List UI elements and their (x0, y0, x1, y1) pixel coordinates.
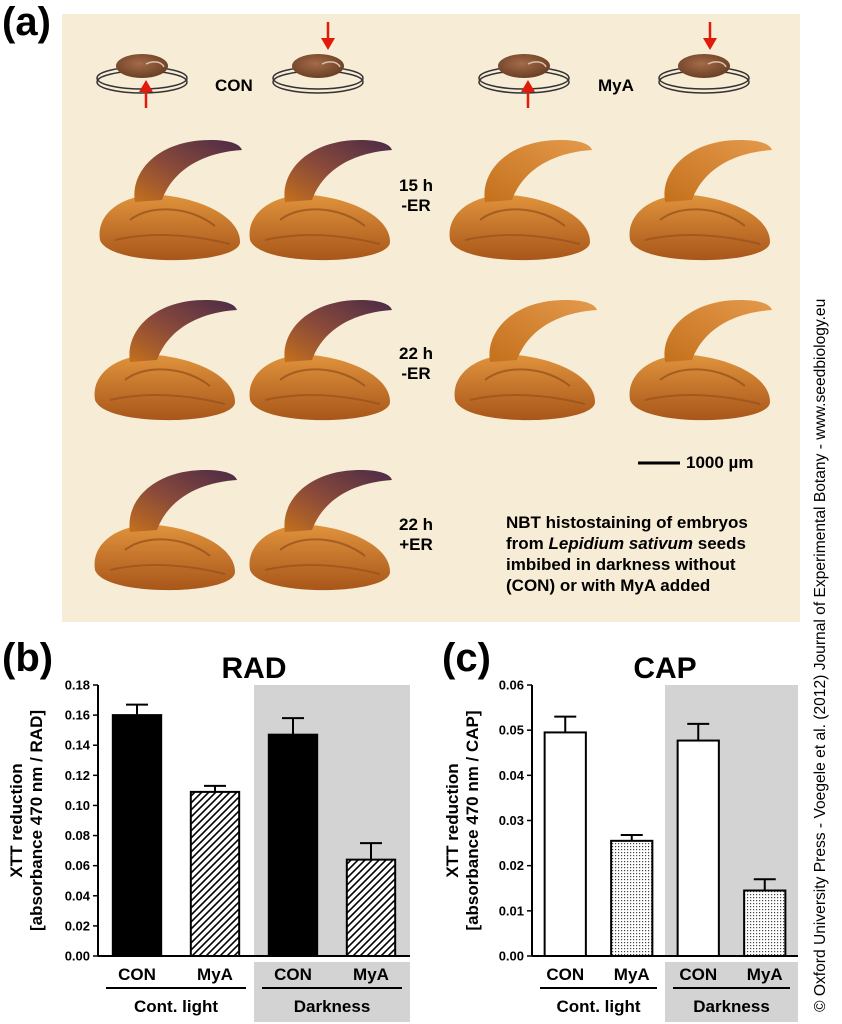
y-tick-label: 0.14 (65, 738, 91, 753)
bar (345, 858, 397, 957)
y-axis-label: XTT reduction[absorbance 470 nm / RAD] (7, 710, 46, 931)
embryo-mya (448, 139, 593, 262)
y-tick-label: 0.16 (65, 708, 90, 723)
treatment-label-con: CON (215, 76, 253, 95)
category-label: MyA (197, 965, 233, 984)
group-label: Cont. light (556, 997, 640, 1016)
y-tick-label: 0.08 (65, 828, 90, 843)
category-label: MyA (614, 965, 650, 984)
bar (610, 839, 654, 957)
red-arrow-up-icon (139, 80, 153, 108)
bar (743, 889, 787, 957)
y-tick-label: 0.03 (499, 813, 524, 828)
y-tick-label: 0.04 (499, 768, 525, 783)
category-label: MyA (353, 965, 389, 984)
bar (267, 733, 319, 957)
y-tick-label: 0.05 (499, 723, 524, 738)
red-arrow-down-icon (703, 22, 717, 50)
seed-dish-icon (272, 53, 364, 94)
embryo-con-stained (98, 139, 243, 262)
y-tick-label: 0.01 (499, 903, 524, 918)
embryo-con-stained (248, 469, 393, 592)
group-label: Cont. light (134, 997, 218, 1016)
embryo-con-stained (248, 299, 393, 422)
bar (543, 731, 587, 957)
category-label: CON (546, 965, 584, 984)
y-tick-label: 0.12 (65, 768, 90, 783)
embryo-con-stained (248, 139, 393, 262)
y-tick-label: 0.02 (65, 918, 90, 933)
darkness-shade-label-area (665, 962, 798, 1022)
category-label: CON (118, 965, 156, 984)
row-label-15h: 15 h -ER (398, 176, 434, 215)
y-tick-label: 0.00 (65, 949, 90, 964)
row-label-22h-minus-er: 22 h -ER (398, 344, 434, 383)
embryo-con-stained (93, 469, 238, 592)
scale-bar-label: 1000 µm (686, 453, 754, 472)
bar (111, 714, 163, 957)
y-tick-label: 0.00 (499, 949, 524, 964)
darkness-shade-label-area (254, 962, 410, 1022)
y-tick-label: 0.06 (65, 858, 90, 873)
seed-dish-icon (658, 53, 750, 94)
category-label: CON (679, 965, 717, 984)
y-tick-label: 0.18 (65, 678, 90, 693)
chart-title: CAP (633, 652, 696, 685)
group-label: Darkness (294, 997, 371, 1016)
y-tick-label: 0.04 (65, 888, 91, 903)
red-arrow-up-icon (521, 80, 535, 108)
micrograph-illustration (93, 22, 773, 592)
row-label-22h-plus-er: 22 h +ER (398, 515, 434, 554)
red-arrow-down-icon (321, 22, 335, 50)
treatment-label-mya: MyA (598, 76, 634, 95)
bar (676, 739, 720, 958)
copyright-credit: © Oxford University Press - Voegele et a… (812, 298, 829, 1012)
rad-bar-chart: RAD 0.00 0.02 0.04 0.06 0.08 0.10 0.12 0.14 0.16 0… (7, 652, 410, 1022)
embryo-mya (628, 139, 773, 262)
y-tick-label: 0.10 (65, 798, 90, 813)
group-label: Darkness (693, 997, 770, 1016)
panel-label-a: (a) (2, 0, 51, 44)
category-label: MyA (747, 965, 783, 984)
panel-label-b: (b) (2, 636, 54, 680)
y-tick-label: 0.02 (499, 858, 524, 873)
y-tick-label: 0.06 (499, 678, 524, 693)
cap-bar-chart: CAP 0.00 0.01 0.02 0.03 0.04 0.05 0.06 XTT reduc… (443, 652, 798, 1022)
chart-title: RAD (222, 652, 287, 685)
bar (189, 790, 241, 957)
embryo-mya (628, 299, 773, 422)
panel-a-caption: NBT histostaining of embryos from Lepidi… (506, 513, 748, 595)
y-axis-label: XTT reduction[absorbance 470 nm / CAP] (443, 710, 482, 930)
embryo-con-stained (93, 299, 238, 422)
embryo-mya (453, 299, 598, 422)
category-label: CON (274, 965, 312, 984)
panel-label-c: (c) (442, 636, 491, 680)
